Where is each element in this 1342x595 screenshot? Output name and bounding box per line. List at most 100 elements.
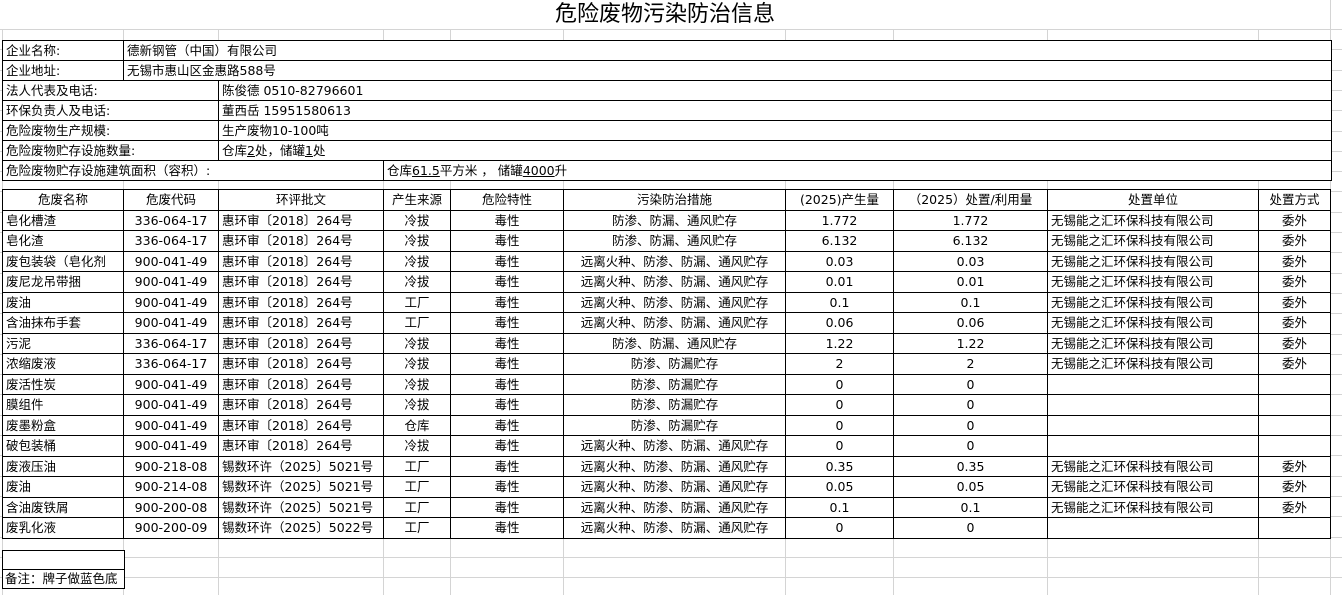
- cell-waste-name[interactable]: 污泥: [2, 332, 124, 354]
- cell-hazard-type[interactable]: 毒性: [450, 373, 564, 395]
- cell-source[interactable]: 工厂: [383, 455, 451, 477]
- cell-hazard-type[interactable]: 毒性: [450, 496, 564, 518]
- cell-disposed-2025[interactable]: 0.35: [893, 455, 1048, 477]
- cell-generated-2025[interactable]: 1.22: [785, 332, 894, 354]
- cell-source[interactable]: 冷拔: [383, 230, 451, 252]
- cell-disposal-method[interactable]: 委外: [1258, 455, 1331, 477]
- cell-waste-name[interactable]: 破包装桶: [2, 435, 124, 457]
- cell-waste-code[interactable]: 900-041-49: [123, 312, 219, 334]
- cell-prevention-measures[interactable]: 防渗、防漏、通风贮存: [563, 230, 786, 252]
- cell-eia-approval[interactable]: 锡数环许（2025〕5021号: [218, 496, 384, 518]
- cell-eia-approval[interactable]: 惠环审〔2018〕264号: [218, 435, 384, 457]
- note-empty-cell[interactable]: [3, 551, 124, 570]
- cell-hazard-type[interactable]: 毒性: [450, 271, 564, 293]
- cell-disposal-method[interactable]: 委外: [1258, 209, 1331, 231]
- cell-prevention-measures[interactable]: 远离火种、防渗、防漏、通风贮存: [563, 517, 786, 539]
- cell-generated-2025[interactable]: 0.01: [785, 271, 894, 293]
- cell-disposal-unit[interactable]: [1047, 373, 1259, 395]
- cell-disposed-2025[interactable]: 1.772: [893, 209, 1048, 231]
- scale-value[interactable]: 生产废物10-100吨: [222, 123, 329, 138]
- cell-hazard-type[interactable]: 毒性: [450, 455, 564, 477]
- cell-disposal-method[interactable]: 委外: [1258, 476, 1331, 498]
- column-header-generated-2025[interactable]: (2025)产生量: [785, 189, 894, 211]
- cell-disposal-unit[interactable]: 无锡能之汇环保科技有限公司: [1047, 291, 1259, 313]
- cell-hazard-type[interactable]: 毒性: [450, 250, 564, 272]
- cell-disposed-2025[interactable]: 0: [893, 414, 1048, 436]
- cell-waste-code[interactable]: 900-041-49: [123, 291, 219, 313]
- cell-disposal-method[interactable]: 委外: [1258, 291, 1331, 313]
- cell-waste-name[interactable]: 皂化渣: [2, 230, 124, 252]
- column-header-disposed-2025[interactable]: （2025）处置/利用量: [893, 189, 1048, 211]
- cell-source[interactable]: 工厂: [383, 291, 451, 313]
- cell-disposal-unit[interactable]: 无锡能之汇环保科技有限公司: [1047, 230, 1259, 252]
- cell-waste-name[interactable]: 皂化槽渣: [2, 209, 124, 231]
- cell-waste-name[interactable]: 废包装袋（皂化剂: [2, 250, 124, 272]
- cell-eia-approval[interactable]: 惠环审〔2018〕264号: [218, 209, 384, 231]
- cell-waste-code[interactable]: 900-041-49: [123, 250, 219, 272]
- column-header-hazard-type[interactable]: 危险特性: [450, 189, 564, 211]
- cell-disposed-2025[interactable]: 0.05: [893, 476, 1048, 498]
- cell-disposal-unit[interactable]: 无锡能之汇环保科技有限公司: [1047, 209, 1259, 231]
- cell-prevention-measures[interactable]: 远离火种、防渗、防漏、通风贮存: [563, 435, 786, 457]
- cell-source[interactable]: 工厂: [383, 476, 451, 498]
- cell-prevention-measures[interactable]: 远离火种、防渗、防漏、通风贮存: [563, 496, 786, 518]
- cell-hazard-type[interactable]: 毒性: [450, 291, 564, 313]
- facility-count-value[interactable]: 仓库2处，储罐1处: [219, 141, 325, 160]
- cell-disposal-method[interactable]: 委外: [1258, 353, 1331, 375]
- cell-hazard-type[interactable]: 毒性: [450, 209, 564, 231]
- cell-generated-2025[interactable]: 0.1: [785, 496, 894, 518]
- cell-prevention-measures[interactable]: 远离火种、防渗、防漏、通风贮存: [563, 312, 786, 334]
- cell-hazard-type[interactable]: 毒性: [450, 517, 564, 539]
- cell-disposal-unit[interactable]: [1047, 414, 1259, 436]
- cell-disposal-unit[interactable]: 无锡能之汇环保科技有限公司: [1047, 353, 1259, 375]
- cell-eia-approval[interactable]: 锡数环许（2025〕5021号: [218, 476, 384, 498]
- cell-waste-name[interactable]: 废尼龙吊带捆: [2, 271, 124, 293]
- cell-generated-2025[interactable]: 0.03: [785, 250, 894, 272]
- column-header-source[interactable]: 产生来源: [383, 189, 451, 211]
- cell-source[interactable]: 冷拔: [383, 353, 451, 375]
- cell-waste-code[interactable]: 900-041-49: [123, 414, 219, 436]
- cell-waste-code[interactable]: 336-064-17: [123, 332, 219, 354]
- cell-generated-2025[interactable]: 0.06: [785, 312, 894, 334]
- cell-disposal-method[interactable]: 委外: [1258, 332, 1331, 354]
- cell-disposal-unit[interactable]: [1047, 435, 1259, 457]
- cell-disposed-2025[interactable]: 0.06: [893, 312, 1048, 334]
- cell-prevention-measures[interactable]: 防渗、防漏贮存: [563, 394, 786, 416]
- cell-disposal-unit[interactable]: [1047, 394, 1259, 416]
- cell-source[interactable]: 冷拔: [383, 373, 451, 395]
- cell-waste-name[interactable]: 废油: [2, 291, 124, 313]
- cell-prevention-measures[interactable]: 远离火种、防渗、防漏、通风贮存: [563, 455, 786, 477]
- cell-prevention-measures[interactable]: 远离火种、防渗、防漏、通风贮存: [563, 476, 786, 498]
- cell-source[interactable]: 冷拔: [383, 209, 451, 231]
- cell-generated-2025[interactable]: 0: [785, 517, 894, 539]
- cell-generated-2025[interactable]: 1.772: [785, 209, 894, 231]
- column-header-disposal-unit[interactable]: 处置单位: [1047, 189, 1259, 211]
- cell-waste-code[interactable]: 900-041-49: [123, 394, 219, 416]
- cell-source[interactable]: 冷拔: [383, 250, 451, 272]
- cell-disposal-unit[interactable]: 无锡能之汇环保科技有限公司: [1047, 332, 1259, 354]
- cell-hazard-type[interactable]: 毒性: [450, 312, 564, 334]
- cell-prevention-measures[interactable]: 防渗、防漏、通风贮存: [563, 332, 786, 354]
- cell-disposed-2025[interactable]: 0: [893, 394, 1048, 416]
- cell-eia-approval[interactable]: 惠环审〔2018〕264号: [218, 250, 384, 272]
- column-header-prevention-measures[interactable]: 污染防治措施: [563, 189, 786, 211]
- company-name-value[interactable]: 德新钢管（中国）有限公司: [127, 43, 278, 58]
- cell-waste-code[interactable]: 900-214-08: [123, 476, 219, 498]
- cell-disposal-unit[interactable]: 无锡能之汇环保科技有限公司: [1047, 271, 1259, 293]
- cell-prevention-measures[interactable]: 防渗、防漏贮存: [563, 373, 786, 395]
- cell-disposal-method[interactable]: 委外: [1258, 312, 1331, 334]
- cell-disposed-2025[interactable]: 0: [893, 517, 1048, 539]
- cell-waste-code[interactable]: 900-041-49: [123, 435, 219, 457]
- cell-generated-2025[interactable]: 2: [785, 353, 894, 375]
- cell-waste-code[interactable]: 900-218-08: [123, 455, 219, 477]
- cell-hazard-type[interactable]: 毒性: [450, 414, 564, 436]
- column-header-disposal-method[interactable]: 处置方式: [1258, 189, 1331, 211]
- cell-eia-approval[interactable]: 惠环审〔2018〕264号: [218, 332, 384, 354]
- column-header-eia-approval[interactable]: 环评批文: [218, 189, 384, 211]
- cell-disposed-2025[interactable]: 0.1: [893, 496, 1048, 518]
- cell-hazard-type[interactable]: 毒性: [450, 230, 564, 252]
- cell-source[interactable]: 工厂: [383, 496, 451, 518]
- cell-disposed-2025[interactable]: 0: [893, 373, 1048, 395]
- address-value[interactable]: 无锡市惠山区金惠路588号: [127, 63, 276, 78]
- cell-hazard-type[interactable]: 毒性: [450, 476, 564, 498]
